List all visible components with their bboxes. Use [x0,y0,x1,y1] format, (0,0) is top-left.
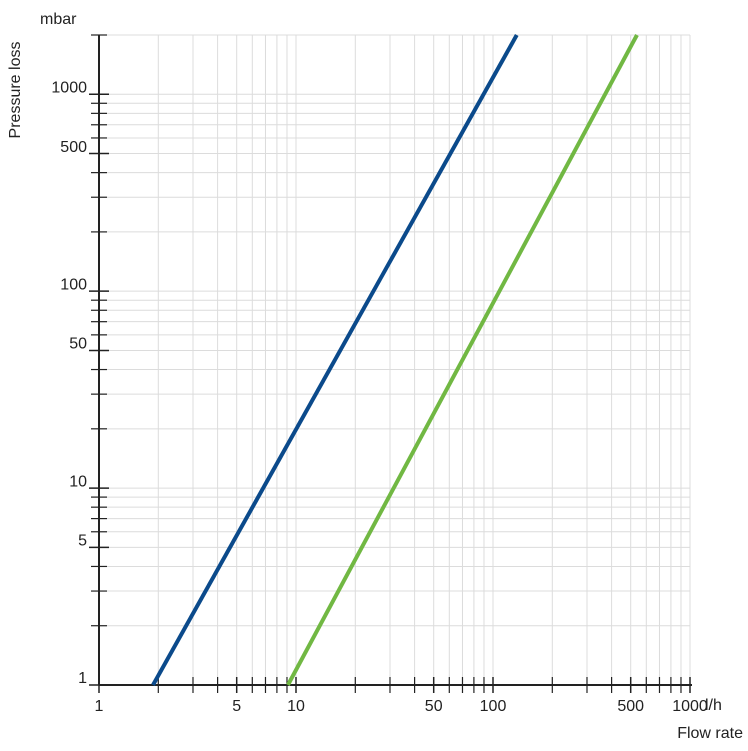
y-tick-label: 500 [60,139,87,156]
x-tick-label: 10 [287,698,305,715]
y-tick-label: 10 [69,473,87,490]
x-unit: l/h [705,697,722,714]
data-line [286,34,639,686]
x-tick-label: 1 [95,698,104,715]
x-tick-label: 5 [232,698,241,715]
x-tick-label: 50 [425,698,443,715]
y-tick-label: 100 [60,276,87,293]
y-tick-label: 1000 [51,79,87,96]
y-unit: mbar [40,11,77,28]
x-tick-label: 500 [617,698,644,715]
y-tick-label: 50 [69,336,87,353]
x-tick-label: 1000 [672,698,708,715]
y-tick-label: 5 [78,533,87,550]
x-axis-label: Flow rate [677,725,743,742]
y-axis-label: Pressure loss [7,42,24,139]
x-tick-label: 100 [480,698,507,715]
y-tick-label: 1 [78,670,87,687]
data-line [151,34,519,686]
